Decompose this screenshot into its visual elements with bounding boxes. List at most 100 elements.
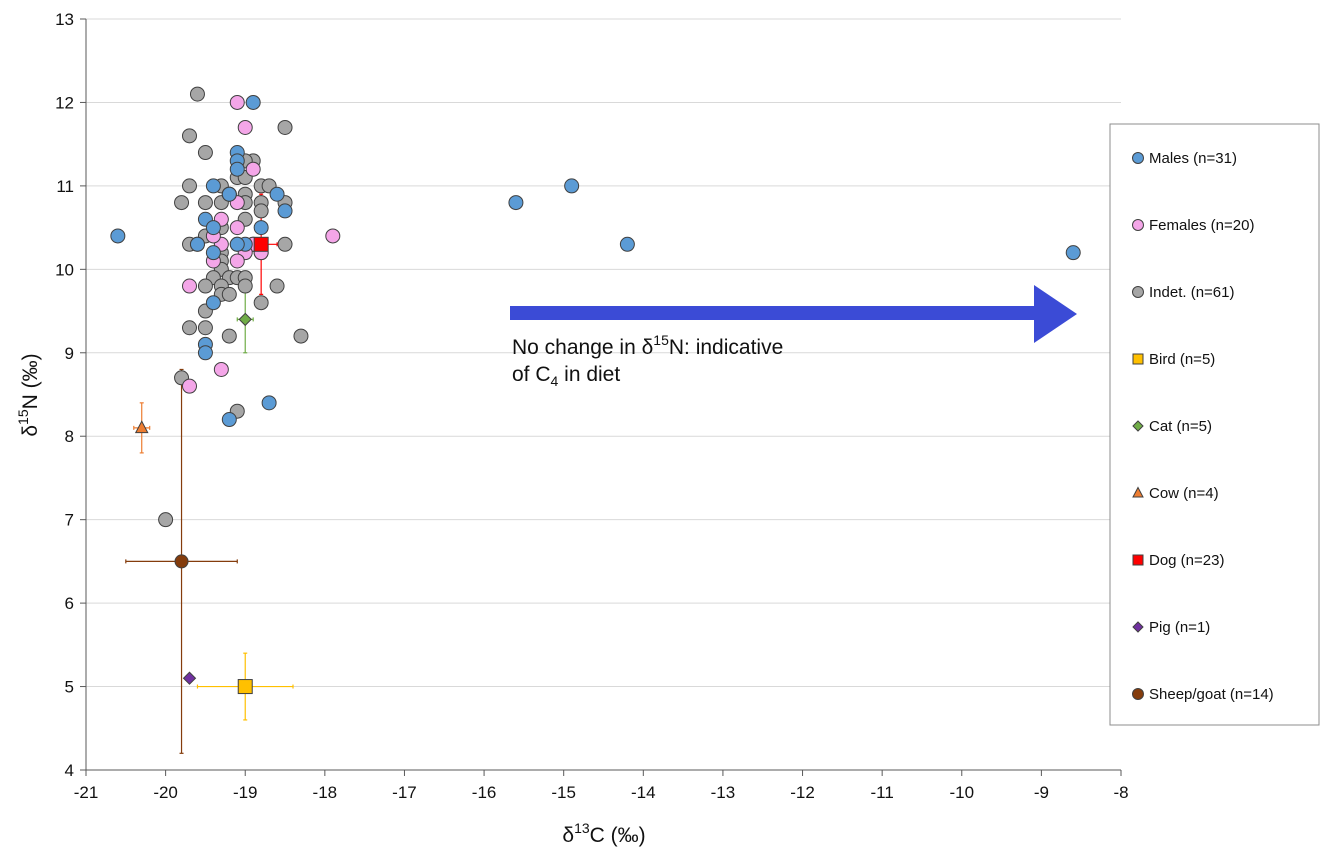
males-point xyxy=(197,345,213,361)
males-point xyxy=(564,178,580,194)
males-point xyxy=(221,412,237,428)
females-point xyxy=(229,253,245,269)
x-tick-label: -8 xyxy=(1113,783,1128,802)
males-point xyxy=(110,228,126,244)
c4-shift-arrow xyxy=(510,285,1077,343)
x-tick-label: -12 xyxy=(790,783,815,802)
indet-point xyxy=(197,320,213,336)
annotation-line-2: of C4 in diet xyxy=(512,363,620,389)
x-tick-label: -19 xyxy=(233,783,258,802)
y-tick-label: 4 xyxy=(65,761,74,780)
males-point xyxy=(221,186,237,202)
legend-indet-label: Indet. (n=61) xyxy=(1149,284,1234,301)
y-tick-label: 13 xyxy=(55,10,74,29)
pig-point xyxy=(182,671,197,685)
legend-cat-marker xyxy=(1132,420,1144,432)
legend-pig-label: Pig (n=1) xyxy=(1149,619,1210,636)
indet-point xyxy=(197,278,213,294)
sheepgoat-point xyxy=(174,554,189,569)
y-axis-title: δ15N (‰) xyxy=(15,353,42,436)
legend-males-marker xyxy=(1132,152,1144,164)
legend-box xyxy=(1109,123,1320,726)
cat-point xyxy=(238,312,252,327)
legend-dog-label: Dog (n=23) xyxy=(1149,552,1224,569)
males-point xyxy=(205,245,221,261)
y-tick-label: 8 xyxy=(65,427,74,446)
females-point xyxy=(325,228,341,244)
x-tick-label: -13 xyxy=(711,783,736,802)
males-point xyxy=(277,203,293,219)
legend-sheepgoat-marker xyxy=(1132,688,1144,700)
y-tick-label: 12 xyxy=(55,93,74,112)
legend: Males (n=31) Females (n=20) Indet. (n=61) B… xyxy=(1109,123,1320,726)
y-tick-label: 9 xyxy=(65,344,74,363)
y-tick-label: 10 xyxy=(55,260,74,279)
y-tick-label: 6 xyxy=(65,594,74,613)
females-point xyxy=(229,220,245,236)
females-point xyxy=(182,378,197,394)
indet-point xyxy=(189,86,205,102)
males-point xyxy=(1065,245,1081,261)
males-point xyxy=(205,220,221,236)
legend-sheepgoat-label: Sheep/goat (n=14) xyxy=(1149,686,1274,703)
males-point xyxy=(269,186,285,202)
indet-point xyxy=(277,119,293,135)
males-point xyxy=(261,395,277,411)
males-point xyxy=(205,178,221,194)
indet-point xyxy=(158,512,174,528)
x-tick-label: -9 xyxy=(1034,783,1049,802)
females-point xyxy=(229,94,245,110)
x-tick-label: -21 xyxy=(74,783,99,802)
indet-point xyxy=(221,328,237,344)
males-point xyxy=(189,236,205,252)
indet-point xyxy=(174,195,190,211)
legend-cow-label: Cow (n=4) xyxy=(1149,485,1219,502)
indet-point xyxy=(237,278,253,294)
indet-point xyxy=(197,195,213,211)
indet-point xyxy=(277,236,293,252)
males-point xyxy=(229,161,245,177)
y-tick-label: 5 xyxy=(65,678,74,697)
indet-point xyxy=(221,286,237,302)
females-point xyxy=(182,278,197,294)
legend-females-marker xyxy=(1132,219,1144,231)
females-point xyxy=(213,361,229,377)
annotation: No change in δ15N: indicative of C4 in d… xyxy=(510,285,1077,389)
indet-point xyxy=(253,295,269,311)
males-point xyxy=(619,236,635,252)
legend-pig-marker xyxy=(1132,621,1144,633)
legend-bird-label: Bird (n=5) xyxy=(1149,351,1215,368)
females-point xyxy=(245,161,261,177)
x-tick-label: -18 xyxy=(313,783,338,802)
indet-point xyxy=(253,203,269,219)
legend-females-label: Females (n=20) xyxy=(1149,217,1254,234)
annotation-line-1: No change in δ15N: indicative xyxy=(512,332,783,359)
x-tick-label: -11 xyxy=(870,783,893,802)
x-tick-label: -17 xyxy=(392,783,417,802)
legend-cat-label: Cat (n=5) xyxy=(1149,418,1212,435)
legend-bird-marker xyxy=(1132,353,1144,365)
legend-indet-marker xyxy=(1132,286,1144,298)
dog-point xyxy=(253,236,269,252)
males-point xyxy=(205,295,221,311)
legend-males-label: Males (n=31) xyxy=(1149,150,1237,167)
axes: 4 5 6 7 8 9 10 11 12 13 -21 -20 -19 -18 -17 -16 -15 -14 -1… xyxy=(55,10,1128,802)
indet-point xyxy=(293,328,309,344)
indet-point xyxy=(182,178,197,194)
males-point xyxy=(508,195,524,211)
bird-point xyxy=(237,679,253,695)
legend-dog-marker xyxy=(1132,554,1144,566)
legend-cow-marker xyxy=(1132,486,1144,498)
males-point xyxy=(253,220,269,236)
x-tick-label: -15 xyxy=(551,783,576,802)
indet-point xyxy=(197,145,213,161)
x-axis-title: δ13C (‰) xyxy=(562,820,645,847)
x-tick-label: -16 xyxy=(472,783,497,802)
y-tick-label: 7 xyxy=(65,511,74,530)
x-tick-label: -10 xyxy=(949,783,974,802)
indet-point xyxy=(269,278,285,294)
males-point xyxy=(229,236,245,252)
x-tick-label: -14 xyxy=(631,783,656,802)
indet-point xyxy=(182,128,197,144)
